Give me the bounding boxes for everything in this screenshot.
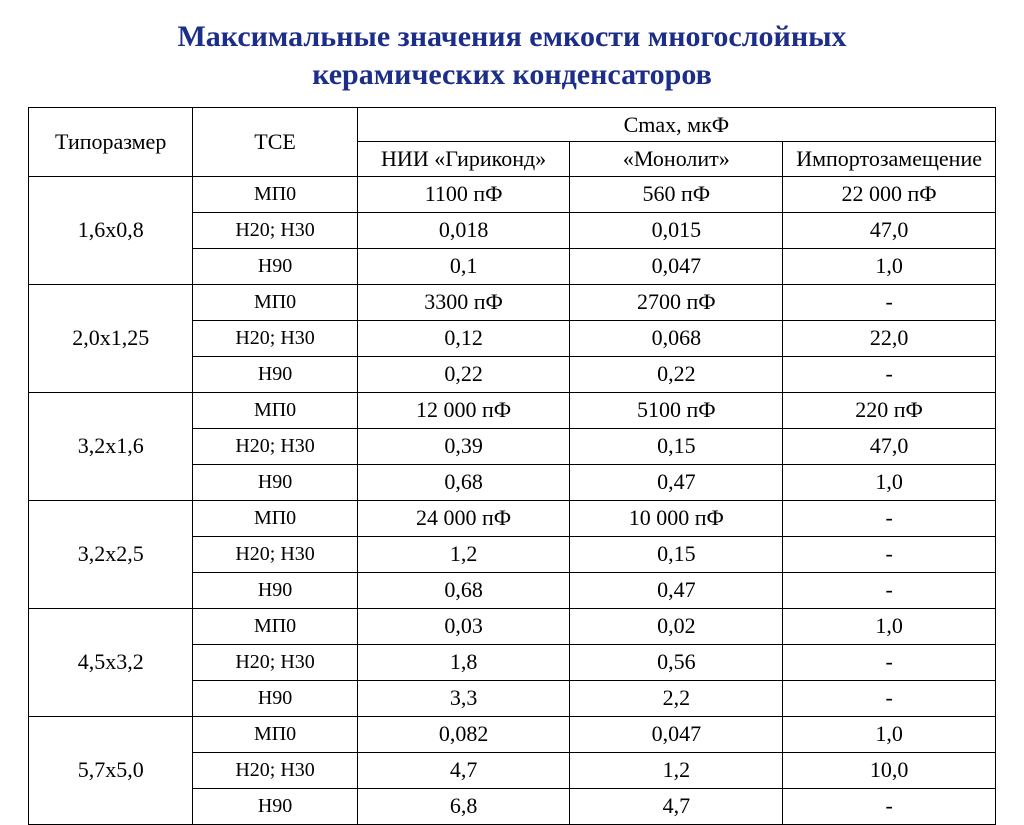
cell-value: 0,15 (570, 536, 783, 572)
cell-tce: МП0 (193, 500, 357, 536)
cell-value: 0,02 (570, 608, 783, 644)
cell-value: - (783, 284, 996, 320)
table-row: 5,7х5,0МП00,0820,0471,0 (29, 716, 996, 752)
cell-value: 0,082 (357, 716, 570, 752)
cell-value: 0,22 (570, 356, 783, 392)
cell-value: 1,0 (783, 716, 996, 752)
cell-value: 10 000 пФ (570, 500, 783, 536)
cell-size: 2,0х1,25 (29, 284, 193, 392)
cell-tce: Н20; Н30 (193, 212, 357, 248)
table-row: 2,0х1,25МП03300 пФ2700 пФ- (29, 284, 996, 320)
cell-tce: МП0 (193, 716, 357, 752)
cell-value: - (783, 356, 996, 392)
cell-value: 1,0 (783, 608, 996, 644)
cell-value: 0,68 (357, 464, 570, 500)
title-line-1: Максимальные значения емкости многослойн… (177, 20, 846, 53)
col-tce: ТСЕ (193, 108, 357, 177)
cell-value: 0,47 (570, 464, 783, 500)
cell-value: 22 000 пФ (783, 176, 996, 212)
cell-value: 0,047 (570, 248, 783, 284)
cell-tce: МП0 (193, 284, 357, 320)
cell-tce: Н90 (193, 248, 357, 284)
page: Максимальные значения емкости многослойн… (0, 0, 1024, 768)
cell-value: 4,7 (357, 752, 570, 788)
cell-value: - (783, 572, 996, 608)
cell-value: 220 пФ (783, 392, 996, 428)
cell-value: 0,22 (357, 356, 570, 392)
cell-value: 2700 пФ (570, 284, 783, 320)
cell-tce: Н20; Н30 (193, 644, 357, 680)
cell-size: 3,2х2,5 (29, 500, 193, 608)
table-row: 3,2х2,5МП024 000 пФ10 000 пФ- (29, 500, 996, 536)
cell-value: 0,1 (357, 248, 570, 284)
table-row: 4,5х3,2МП00,030,021,0 (29, 608, 996, 644)
cell-value: 0,068 (570, 320, 783, 356)
cell-tce: Н90 (193, 464, 357, 500)
cell-value: - (783, 500, 996, 536)
cell-tce: Н20; Н30 (193, 752, 357, 788)
cell-value: 1,0 (783, 464, 996, 500)
table-header: Типоразмер ТСЕ Сmax, мкФ НИИ «Гириконд» … (29, 108, 996, 177)
cell-value: - (783, 536, 996, 572)
cell-value: 0,12 (357, 320, 570, 356)
table-body: 1,6х0,8МП01100 пФ560 пФ22 000 пФН20; Н30… (29, 176, 996, 824)
cell-value: 12 000 пФ (357, 392, 570, 428)
cell-value: 10,0 (783, 752, 996, 788)
capacitance-table: Типоразмер ТСЕ Сmax, мкФ НИИ «Гириконд» … (28, 107, 996, 825)
cell-size: 5,7х5,0 (29, 716, 193, 824)
col-vendor-2: «Монолит» (570, 142, 783, 176)
cell-tce: МП0 (193, 176, 357, 212)
cell-value: 0,56 (570, 644, 783, 680)
cell-value: 1,0 (783, 248, 996, 284)
col-size: Типоразмер (29, 108, 193, 177)
cell-value: - (783, 680, 996, 716)
cell-value: 22,0 (783, 320, 996, 356)
cell-tce: Н20; Н30 (193, 536, 357, 572)
table-row: 1,6х0,8МП01100 пФ560 пФ22 000 пФ (29, 176, 996, 212)
cell-value: - (783, 788, 996, 824)
cell-value: 0,018 (357, 212, 570, 248)
cell-value: 6,8 (357, 788, 570, 824)
cell-tce: Н20; Н30 (193, 320, 357, 356)
cell-tce: МП0 (193, 608, 357, 644)
table-row: 3,2х1,6МП012 000 пФ5100 пФ220 пФ (29, 392, 996, 428)
cell-value: 4,7 (570, 788, 783, 824)
cell-value: 47,0 (783, 212, 996, 248)
cell-tce: Н90 (193, 788, 357, 824)
page-title: Максимальные значения емкости многослойн… (28, 18, 996, 93)
cell-value: 0,015 (570, 212, 783, 248)
title-line-2: керамических конденсаторов (312, 58, 712, 91)
cell-size: 4,5х3,2 (29, 608, 193, 716)
cell-tce: МП0 (193, 392, 357, 428)
cell-size: 3,2х1,6 (29, 392, 193, 500)
cell-value: 5100 пФ (570, 392, 783, 428)
cell-value: 0,047 (570, 716, 783, 752)
cell-value: 24 000 пФ (357, 500, 570, 536)
cell-value: 3,3 (357, 680, 570, 716)
cell-tce: Н90 (193, 356, 357, 392)
col-vendor-1: НИИ «Гириконд» (357, 142, 570, 176)
cell-value: 1,8 (357, 644, 570, 680)
cell-value: 2,2 (570, 680, 783, 716)
cell-value: 1,2 (570, 752, 783, 788)
cell-value: 0,39 (357, 428, 570, 464)
cell-value: 0,15 (570, 428, 783, 464)
cell-tce: Н20; Н30 (193, 428, 357, 464)
cell-value: 0,47 (570, 572, 783, 608)
cell-value: 1,2 (357, 536, 570, 572)
cell-value: 560 пФ (570, 176, 783, 212)
cell-size: 1,6х0,8 (29, 176, 193, 284)
cell-value: 3300 пФ (357, 284, 570, 320)
cell-value: 0,03 (357, 608, 570, 644)
cell-value: - (783, 644, 996, 680)
cell-tce: Н90 (193, 572, 357, 608)
col-cmax: Сmax, мкФ (357, 108, 995, 142)
cell-value: 47,0 (783, 428, 996, 464)
col-vendor-3: Импортозамещение (783, 142, 996, 176)
cell-tce: Н90 (193, 680, 357, 716)
cell-value: 1100 пФ (357, 176, 570, 212)
cell-value: 0,68 (357, 572, 570, 608)
